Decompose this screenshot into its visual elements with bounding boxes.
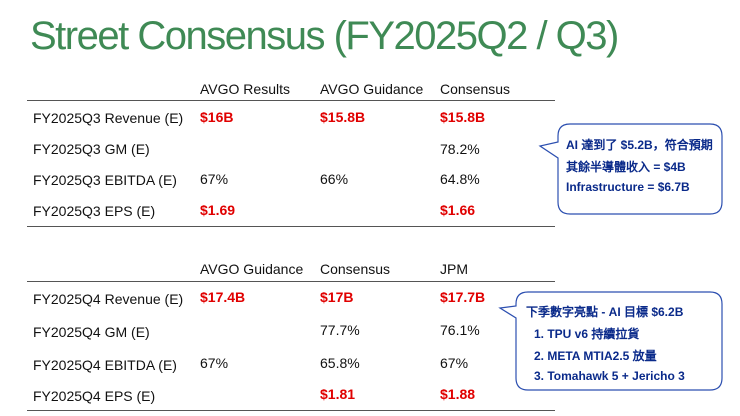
callout-text: AI 達到了 $5.2B，符合預期 xyxy=(566,138,713,152)
callout-text: 3. Tomahawk 5 + Jericho 3 xyxy=(534,369,685,383)
column-header: Consensus xyxy=(320,261,391,277)
cell: 65.8% xyxy=(320,355,360,371)
column-header: AVGO Guidance xyxy=(320,81,424,97)
callout-text: 其餘半導體收入 = $4B xyxy=(566,160,686,174)
cell: $17B xyxy=(320,289,354,305)
row-label: FY2025Q4 EBITDA (E) xyxy=(33,357,177,373)
cell: 67% xyxy=(200,171,229,187)
cell: 76.1% xyxy=(440,322,480,338)
cell: $17.7B xyxy=(440,289,486,305)
callout-text: Infrastructure = $6.7B xyxy=(566,180,690,194)
cell: 67% xyxy=(200,355,229,371)
column-header: AVGO Guidance xyxy=(200,261,304,277)
callout-text: 2. META MTIA2.5 放量 xyxy=(534,349,657,363)
cell: 67% xyxy=(440,355,469,371)
cell: $1.88 xyxy=(440,386,476,402)
cell: $16B xyxy=(200,109,234,125)
row-label: FY2025Q3 Revenue (E) xyxy=(33,110,184,126)
slide-title: Street Consensus (FY2025Q2 / Q3) xyxy=(30,14,619,58)
row-label: FY2025Q3 EPS (E) xyxy=(33,203,156,219)
row-label: FY2025Q4 EPS (E) xyxy=(33,388,156,404)
cell: $1.66 xyxy=(440,202,476,218)
callout-bubble xyxy=(538,123,723,215)
row-label: FY2025Q4 Revenue (E) xyxy=(33,291,184,307)
callout-bubble xyxy=(498,291,723,391)
callout-text: 1. TPU v6 持續拉貨 xyxy=(534,327,640,341)
rule xyxy=(27,281,555,282)
cell: 77.7% xyxy=(320,322,360,338)
rule xyxy=(27,100,555,101)
column-header: AVGO Results xyxy=(200,81,290,97)
row-label: FY2025Q3 GM (E) xyxy=(33,141,150,157)
column-header: Consensus xyxy=(440,81,511,97)
cell: 66% xyxy=(320,171,349,187)
rule xyxy=(27,226,555,227)
row-label: FY2025Q4 GM (E) xyxy=(33,324,150,340)
cell: $17.4B xyxy=(200,289,246,305)
cell: 78.2% xyxy=(440,141,480,157)
column-header: JPM xyxy=(440,261,468,277)
cell: $1.69 xyxy=(200,202,236,218)
cell: 64.8% xyxy=(440,171,480,187)
cell: $1.81 xyxy=(320,386,356,402)
cell: $15.8B xyxy=(440,109,486,125)
cell: $15.8B xyxy=(320,109,366,125)
rule xyxy=(27,410,555,411)
row-label: FY2025Q3 EBITDA (E) xyxy=(33,172,177,188)
callout-text: 下季數字亮點 - AI 目標 $6.2B xyxy=(526,305,684,319)
